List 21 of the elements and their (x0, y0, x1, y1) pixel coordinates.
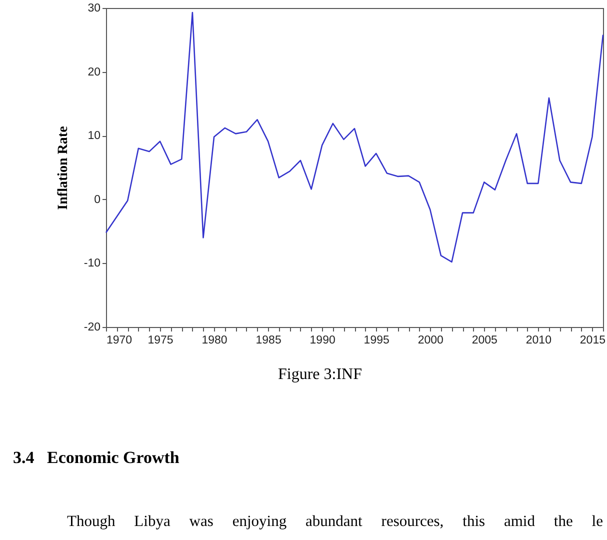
x-tick-label: 1975 (148, 334, 174, 346)
text: 3.4 Economic Growth (13, 448, 180, 468)
x-tick-label: 2005 (472, 334, 498, 346)
line-series (105, 12, 604, 263)
x-tick-label: 1970 (106, 334, 132, 346)
x-tick-label: 2000 (418, 334, 444, 346)
caption: Figure 3:INF (277, 366, 363, 384)
x-tick-label: 1995 (364, 334, 390, 346)
y-tick-label: -10 (84, 258, 100, 270)
y-tick-label: 0 (94, 194, 100, 206)
x-tick-label: 1980 (202, 334, 228, 346)
y-tick-label: 10 (88, 130, 100, 142)
text: Though Libya was enjoying abundant resources, this amid the le (67, 513, 603, 531)
x-tick-label: 1990 (310, 334, 336, 346)
y-tick-label: 30 (88, 2, 100, 14)
x-tick-label: 2015 (580, 334, 606, 346)
x-tick-label: 1985 (256, 334, 282, 346)
y-tick-label: 20 (88, 66, 100, 78)
x-tick-label: 2010 (526, 334, 552, 346)
y-axis-title: Inflation Rate (56, 126, 71, 210)
y-tick-label: -20 (84, 322, 100, 334)
